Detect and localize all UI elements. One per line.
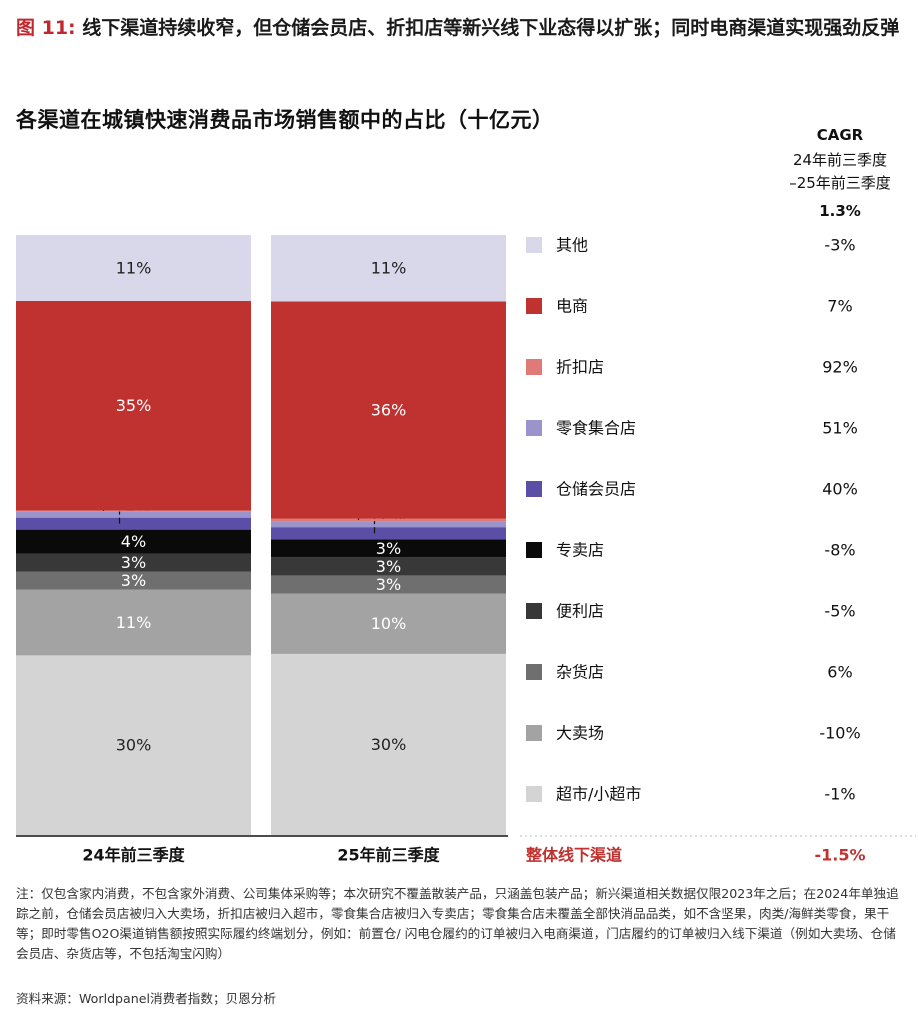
offline-total-label: 整体线下渠道 bbox=[525, 846, 622, 865]
cagr-value: 92% bbox=[822, 358, 858, 377]
figure-title: 图 11: 线下渠道持续收窄，但仓储会员店、折扣店等新兴线下业态得以扩张；同时电… bbox=[16, 14, 906, 43]
figure-title-text: 线下渠道持续收窄，但仓储会员店、折扣店等新兴线下业态得以扩张；同时电商渠道实现强… bbox=[82, 17, 900, 39]
bar-segment bbox=[16, 300, 251, 511]
legend-swatch bbox=[526, 359, 542, 375]
segment-label: 3% bbox=[121, 553, 146, 572]
bar-segment bbox=[16, 529, 251, 554]
stacked-bar-chart: 30%11%3%3%4%2%1%0.2%35%11%24年前三季度30%10%3… bbox=[16, 235, 916, 865]
bar-segment bbox=[271, 575, 506, 594]
cagr-value: -1% bbox=[824, 785, 855, 804]
bar-segment bbox=[271, 521, 506, 528]
bar-segment bbox=[271, 235, 506, 302]
legend-swatch bbox=[526, 786, 542, 802]
legend-swatch bbox=[526, 298, 542, 314]
bar-segment bbox=[16, 517, 251, 530]
bar-segment bbox=[271, 539, 506, 558]
bar-segment bbox=[271, 518, 506, 522]
legend-swatch bbox=[526, 664, 542, 680]
bar-segment bbox=[271, 527, 506, 540]
segment-label: 30% bbox=[371, 735, 407, 754]
footnote-source: 资料来源：Worldpanel消费者指数；贝恩分析 bbox=[16, 991, 276, 1006]
cagr-value: 6% bbox=[827, 663, 852, 682]
segment-label: 35% bbox=[116, 396, 152, 415]
segment-label: 3% bbox=[376, 575, 401, 594]
cagr-value: -10% bbox=[819, 724, 860, 743]
bar-segment bbox=[271, 593, 506, 654]
bar-segment bbox=[16, 553, 251, 572]
footnote-notes: 注：仅包含家内消费，不包含家外消费、公司集体采购等；本次研究不覆盖散装产品，只涵… bbox=[16, 886, 899, 961]
legend-label: 专卖店 bbox=[556, 541, 604, 560]
segment-label: 3% bbox=[376, 557, 401, 576]
segment-label: 3% bbox=[121, 571, 146, 590]
cagr-value: 51% bbox=[822, 419, 858, 438]
segment-label: 3% bbox=[376, 539, 401, 558]
legend-label: 超市/小超市 bbox=[556, 785, 641, 804]
bar-segment bbox=[16, 589, 251, 656]
segment-label: 11% bbox=[116, 258, 152, 277]
legend-swatch bbox=[526, 237, 542, 253]
bar-segment bbox=[16, 235, 251, 301]
legend-label: 仓储会员店 bbox=[556, 480, 636, 499]
segment-label: 4% bbox=[121, 532, 146, 551]
legend-label: 便利店 bbox=[556, 602, 604, 621]
bar-segment bbox=[271, 301, 506, 519]
cagr-title: CAGR bbox=[816, 126, 864, 144]
cagr-value: -5% bbox=[824, 602, 855, 621]
offline-total-value: -1.5% bbox=[814, 846, 865, 865]
bar-segment bbox=[16, 511, 251, 518]
cagr-value: 40% bbox=[822, 480, 858, 499]
legend-swatch bbox=[526, 603, 542, 619]
segment-label: 10% bbox=[371, 614, 407, 633]
segment-label: 36% bbox=[371, 401, 407, 420]
cagr-range-line1: 24年前三季度 bbox=[792, 151, 888, 169]
segment-label: 11% bbox=[116, 613, 152, 632]
bar-segment bbox=[16, 655, 251, 835]
legend-label: 杂货店 bbox=[556, 663, 604, 682]
legend-label: 大卖场 bbox=[556, 724, 604, 743]
legend-swatch bbox=[526, 420, 542, 436]
legend-label: 电商 bbox=[556, 297, 588, 316]
cagr-value: 7% bbox=[827, 297, 852, 316]
figure-label: 图 11: bbox=[16, 17, 76, 39]
category-label: 25年前三季度 bbox=[337, 846, 440, 865]
bar-segment bbox=[271, 557, 506, 576]
cagr-range-line2: –25年前三季度 bbox=[789, 174, 891, 192]
bar-segment bbox=[16, 510, 251, 512]
bar-segment bbox=[16, 571, 251, 590]
cagr-value: -3% bbox=[824, 236, 855, 255]
legend-swatch bbox=[526, 542, 542, 558]
legend-label: 零食集合店 bbox=[556, 419, 636, 438]
category-label: 24年前三季度 bbox=[82, 846, 185, 865]
legend-swatch bbox=[526, 725, 542, 741]
legend-label: 其他 bbox=[556, 236, 588, 255]
chart-title: 各渠道在城镇快速消费品市场销售额中的占比（十亿元） bbox=[16, 108, 554, 132]
legend-swatch bbox=[526, 481, 542, 497]
cagr-value: -8% bbox=[824, 541, 855, 560]
segment-label: 30% bbox=[116, 736, 152, 755]
cagr-total: 1.3% bbox=[819, 202, 861, 220]
segment-label: 11% bbox=[371, 259, 407, 278]
bar-segment bbox=[271, 653, 506, 835]
legend-label: 折扣店 bbox=[556, 358, 604, 377]
